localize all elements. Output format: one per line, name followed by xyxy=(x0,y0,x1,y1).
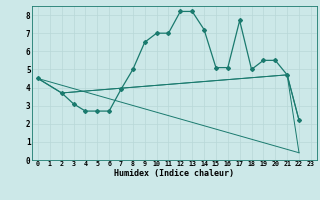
X-axis label: Humidex (Indice chaleur): Humidex (Indice chaleur) xyxy=(115,169,234,178)
